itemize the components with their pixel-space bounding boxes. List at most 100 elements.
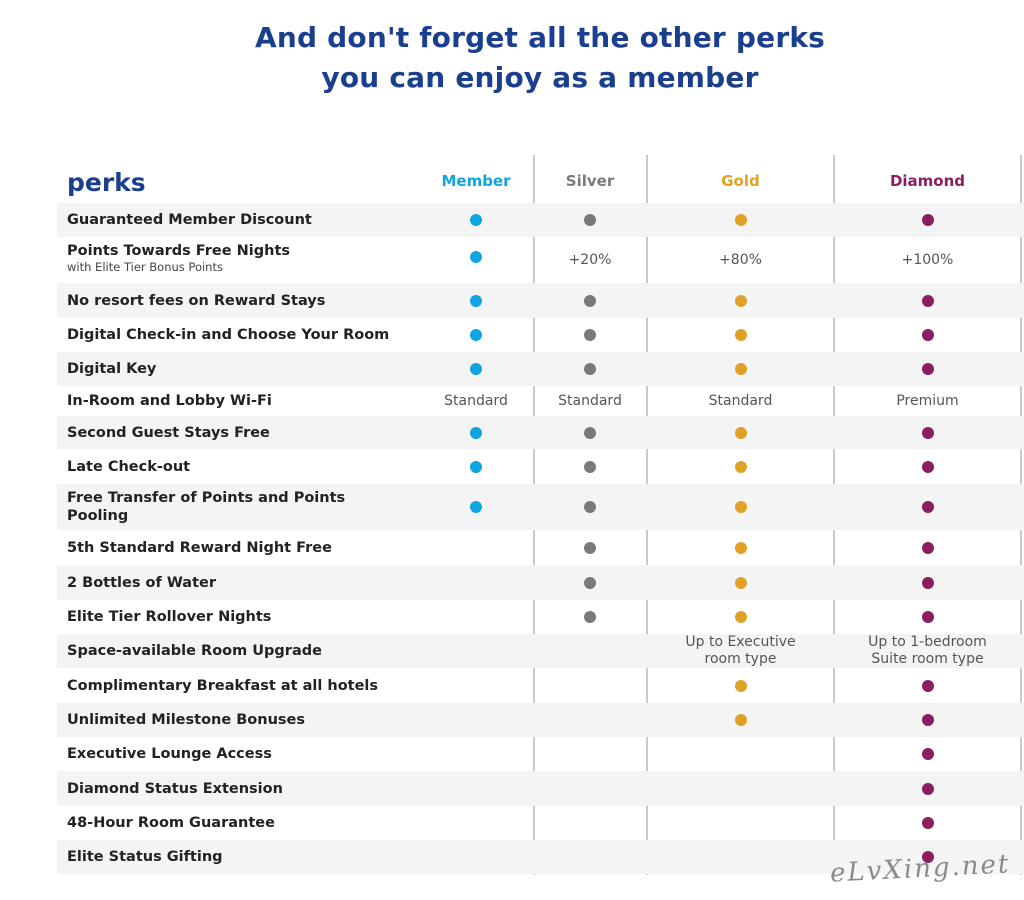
included-dot-icon [921, 501, 934, 513]
tier-header-diamond: Diamond [889, 172, 966, 190]
included-dot-icon [584, 460, 596, 473]
table-row: Space-available Room Upgrade Up to Execut… [57, 634, 1024, 668]
cell-gold [648, 668, 833, 703]
cell-member [426, 530, 526, 565]
table-row: Free Transfer of Points and Points Pooli… [57, 484, 1024, 530]
cell-diamond [835, 318, 1020, 352]
perk-label: Elite Tier Rollover Nights [67, 609, 272, 625]
perk-name: Digital Check-in and Choose Your Room [67, 326, 389, 344]
tier-header-silver: Silver [565, 172, 615, 190]
table-row: Complimentary Breakfast at all hotels [57, 668, 1024, 703]
table-row: 5th Standard Reward Night Free [57, 530, 1024, 565]
included-dot-icon [470, 214, 482, 226]
table-header: perks Member Silver Gold Diamond [57, 160, 1024, 202]
included-dot-icon [734, 501, 747, 513]
cell-silver [535, 318, 645, 352]
cell-value: +20% [568, 251, 612, 268]
cell-gold [648, 203, 833, 237]
included-dot-icon [584, 329, 596, 341]
cell-silver [535, 283, 645, 318]
perk-label: 2 Bottles of Water [67, 575, 216, 591]
cell-diamond [835, 565, 1020, 600]
perk-label: Digital Key [67, 361, 157, 377]
perk-name: 5th Standard Reward Night Free [67, 539, 332, 557]
included-dot-icon [734, 576, 747, 589]
cell-silver [535, 352, 645, 386]
perk-name: In-Room and Lobby Wi-Fi [67, 392, 272, 410]
cell-silver [535, 737, 645, 771]
table-row: Digital Check-in and Choose Your Room [57, 318, 1024, 352]
cell-member [426, 806, 526, 840]
included-dot-icon [734, 611, 747, 623]
included-dot-icon [584, 576, 596, 589]
cell-gold [648, 484, 833, 530]
included-dot-icon [921, 460, 934, 473]
cell-member [426, 771, 526, 806]
included-dot-icon [734, 363, 747, 375]
perk-label: Elite Status Gifting [67, 849, 223, 865]
cell-diamond [835, 600, 1020, 634]
perk-label: Guaranteed Member Discount [67, 212, 312, 228]
perk-name: Elite Tier Rollover Nights [67, 608, 271, 626]
table-row: Late Check-out [57, 449, 1024, 484]
table-row: Unlimited Milestone Bonuses [57, 703, 1024, 737]
cell-value: Up to 1-bedroom Suite room type [868, 634, 987, 667]
cell-diamond [835, 449, 1020, 484]
included-dot-icon [734, 679, 747, 692]
table-row: 48-Hour Room Guarantee [57, 806, 1024, 840]
perk-label: Late Check-out [67, 459, 191, 475]
cell-value: Up to Executive room type [685, 634, 796, 667]
cell-gold [648, 416, 833, 449]
cell-value: Standard [558, 392, 622, 409]
perk-name: Free Transfer of Points and Points Pooli… [67, 489, 357, 525]
cell-gold: Up to Executive room type [648, 634, 833, 668]
cell-member [426, 203, 526, 237]
table-row: Diamond Status Extension [57, 771, 1024, 806]
perk-name: Elite Status Gifting [67, 848, 223, 866]
cell-diamond [835, 416, 1020, 449]
cell-gold [648, 703, 833, 737]
cell-gold [648, 283, 833, 318]
included-dot-icon [584, 363, 596, 375]
included-dot-icon [470, 251, 482, 263]
included-dot-icon [921, 611, 934, 623]
included-dot-icon [921, 363, 934, 375]
cell-diamond: +100% [835, 237, 1020, 283]
cell-member [426, 484, 526, 530]
perk-name: Late Check-out [67, 458, 190, 476]
cell-gold [648, 530, 833, 565]
cell-gold [648, 352, 833, 386]
cell-member [426, 449, 526, 484]
cell-gold [648, 318, 833, 352]
cell-silver [535, 806, 645, 840]
cell-value: +100% [901, 251, 954, 268]
cell-member [426, 737, 526, 771]
perk-name: Unlimited Milestone Bonuses [67, 711, 305, 729]
cell-gold [648, 737, 833, 771]
table-row: Executive Lounge Access [57, 737, 1024, 771]
table-row: No resort fees on Reward Stays [57, 283, 1024, 318]
table-row: Elite Status Gifting [57, 840, 1024, 874]
perk-label: Unlimited Milestone Bonuses [67, 712, 305, 728]
cell-diamond [835, 530, 1020, 565]
perk-label: Diamond Status Extension [67, 781, 283, 797]
cell-diamond [835, 771, 1020, 806]
cell-member [426, 416, 526, 449]
included-dot-icon [584, 541, 596, 554]
included-dot-icon [921, 782, 934, 795]
perk-label: 48-Hour Room Guarantee [67, 815, 275, 831]
included-dot-icon [584, 214, 596, 226]
included-dot-icon [921, 714, 934, 726]
perk-name: Executive Lounge Access [67, 745, 272, 763]
cell-silver [535, 416, 645, 449]
included-dot-icon [921, 851, 934, 863]
perk-label: 5th Standard Reward Night Free [67, 540, 332, 556]
included-dot-icon [470, 460, 482, 473]
cell-member [426, 840, 526, 874]
perk-name: 2 Bottles of Water [67, 574, 216, 592]
table-row: 2 Bottles of Water [57, 565, 1024, 600]
cell-diamond [835, 203, 1020, 237]
perk-name: Digital Key [67, 360, 156, 378]
perk-name: Second Guest Stays Free [67, 424, 270, 442]
table-row: In-Room and Lobby Wi-Fi Standard Standard S… [57, 386, 1024, 416]
